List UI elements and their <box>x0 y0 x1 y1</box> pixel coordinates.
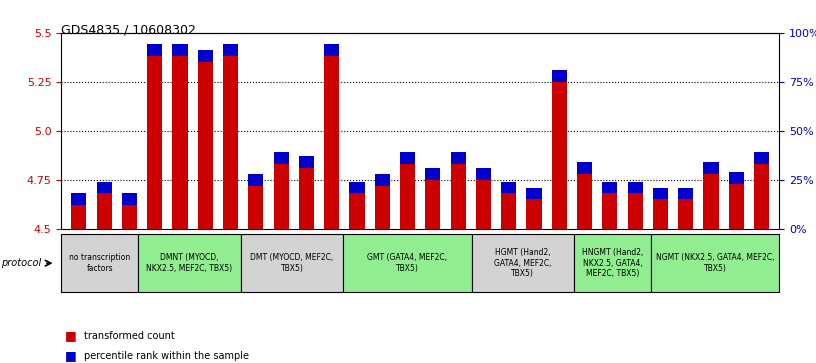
Bar <box>122 193 137 205</box>
Bar <box>248 185 264 229</box>
Text: HNGMT (Hand2,
NKX2.5, GATA4,
MEF2C, TBX5): HNGMT (Hand2, NKX2.5, GATA4, MEF2C, TBX5… <box>582 248 643 278</box>
Bar <box>526 188 542 199</box>
Bar <box>122 205 137 229</box>
Bar <box>476 168 491 180</box>
Bar <box>197 62 213 229</box>
Bar <box>172 44 188 56</box>
Bar <box>703 174 719 229</box>
Bar <box>324 56 339 229</box>
Bar <box>223 44 238 56</box>
Text: ■: ■ <box>65 349 77 362</box>
Bar <box>349 193 365 229</box>
Bar <box>526 199 542 229</box>
Bar <box>400 152 415 164</box>
Text: GMT (GATA4, MEF2C,
TBX5): GMT (GATA4, MEF2C, TBX5) <box>367 253 447 273</box>
Bar <box>628 182 643 193</box>
Bar <box>324 44 339 56</box>
Bar <box>678 199 694 229</box>
Bar <box>197 50 213 62</box>
Bar <box>552 70 567 82</box>
Text: GDS4835 / 10608302: GDS4835 / 10608302 <box>61 24 196 37</box>
Bar <box>703 162 719 174</box>
Bar <box>96 193 112 229</box>
Bar <box>425 168 441 180</box>
Bar <box>96 182 112 193</box>
Text: percentile rank within the sample: percentile rank within the sample <box>84 351 249 361</box>
Text: HGMT (Hand2,
GATA4, MEF2C,
TBX5): HGMT (Hand2, GATA4, MEF2C, TBX5) <box>494 248 552 278</box>
Bar <box>628 193 643 229</box>
Bar <box>577 162 592 174</box>
Bar <box>754 164 769 229</box>
Bar <box>147 56 162 229</box>
Bar <box>248 174 264 185</box>
Text: NGMT (NKX2.5, GATA4, MEF2C,
TBX5): NGMT (NKX2.5, GATA4, MEF2C, TBX5) <box>656 253 774 273</box>
Bar <box>425 180 441 229</box>
Bar <box>729 172 744 184</box>
Bar <box>552 82 567 229</box>
Bar <box>476 180 491 229</box>
Text: DMNT (MYOCD,
NKX2.5, MEF2C, TBX5): DMNT (MYOCD, NKX2.5, MEF2C, TBX5) <box>146 253 233 273</box>
Text: DMT (MYOCD, MEF2C,
TBX5): DMT (MYOCD, MEF2C, TBX5) <box>251 253 334 273</box>
Bar <box>501 182 517 193</box>
Bar <box>375 174 390 185</box>
Bar <box>147 44 162 56</box>
Bar <box>653 199 668 229</box>
Bar <box>729 184 744 229</box>
Bar <box>223 56 238 229</box>
Bar <box>653 188 668 199</box>
Bar <box>299 168 314 229</box>
Bar <box>299 156 314 168</box>
Bar <box>577 174 592 229</box>
Bar <box>71 205 86 229</box>
Bar <box>450 152 466 164</box>
Bar <box>172 56 188 229</box>
Text: no transcription
factors: no transcription factors <box>69 253 131 273</box>
Bar <box>501 193 517 229</box>
Bar <box>602 182 618 193</box>
Bar <box>349 182 365 193</box>
Text: transformed count: transformed count <box>84 331 175 341</box>
Bar <box>602 193 618 229</box>
Bar <box>273 164 289 229</box>
Bar <box>71 193 86 205</box>
Bar <box>375 185 390 229</box>
Bar <box>450 164 466 229</box>
Text: protocol: protocol <box>1 258 41 268</box>
Bar <box>273 152 289 164</box>
Bar <box>400 164 415 229</box>
Bar <box>754 152 769 164</box>
Text: ■: ■ <box>65 329 77 342</box>
Bar <box>678 188 694 199</box>
